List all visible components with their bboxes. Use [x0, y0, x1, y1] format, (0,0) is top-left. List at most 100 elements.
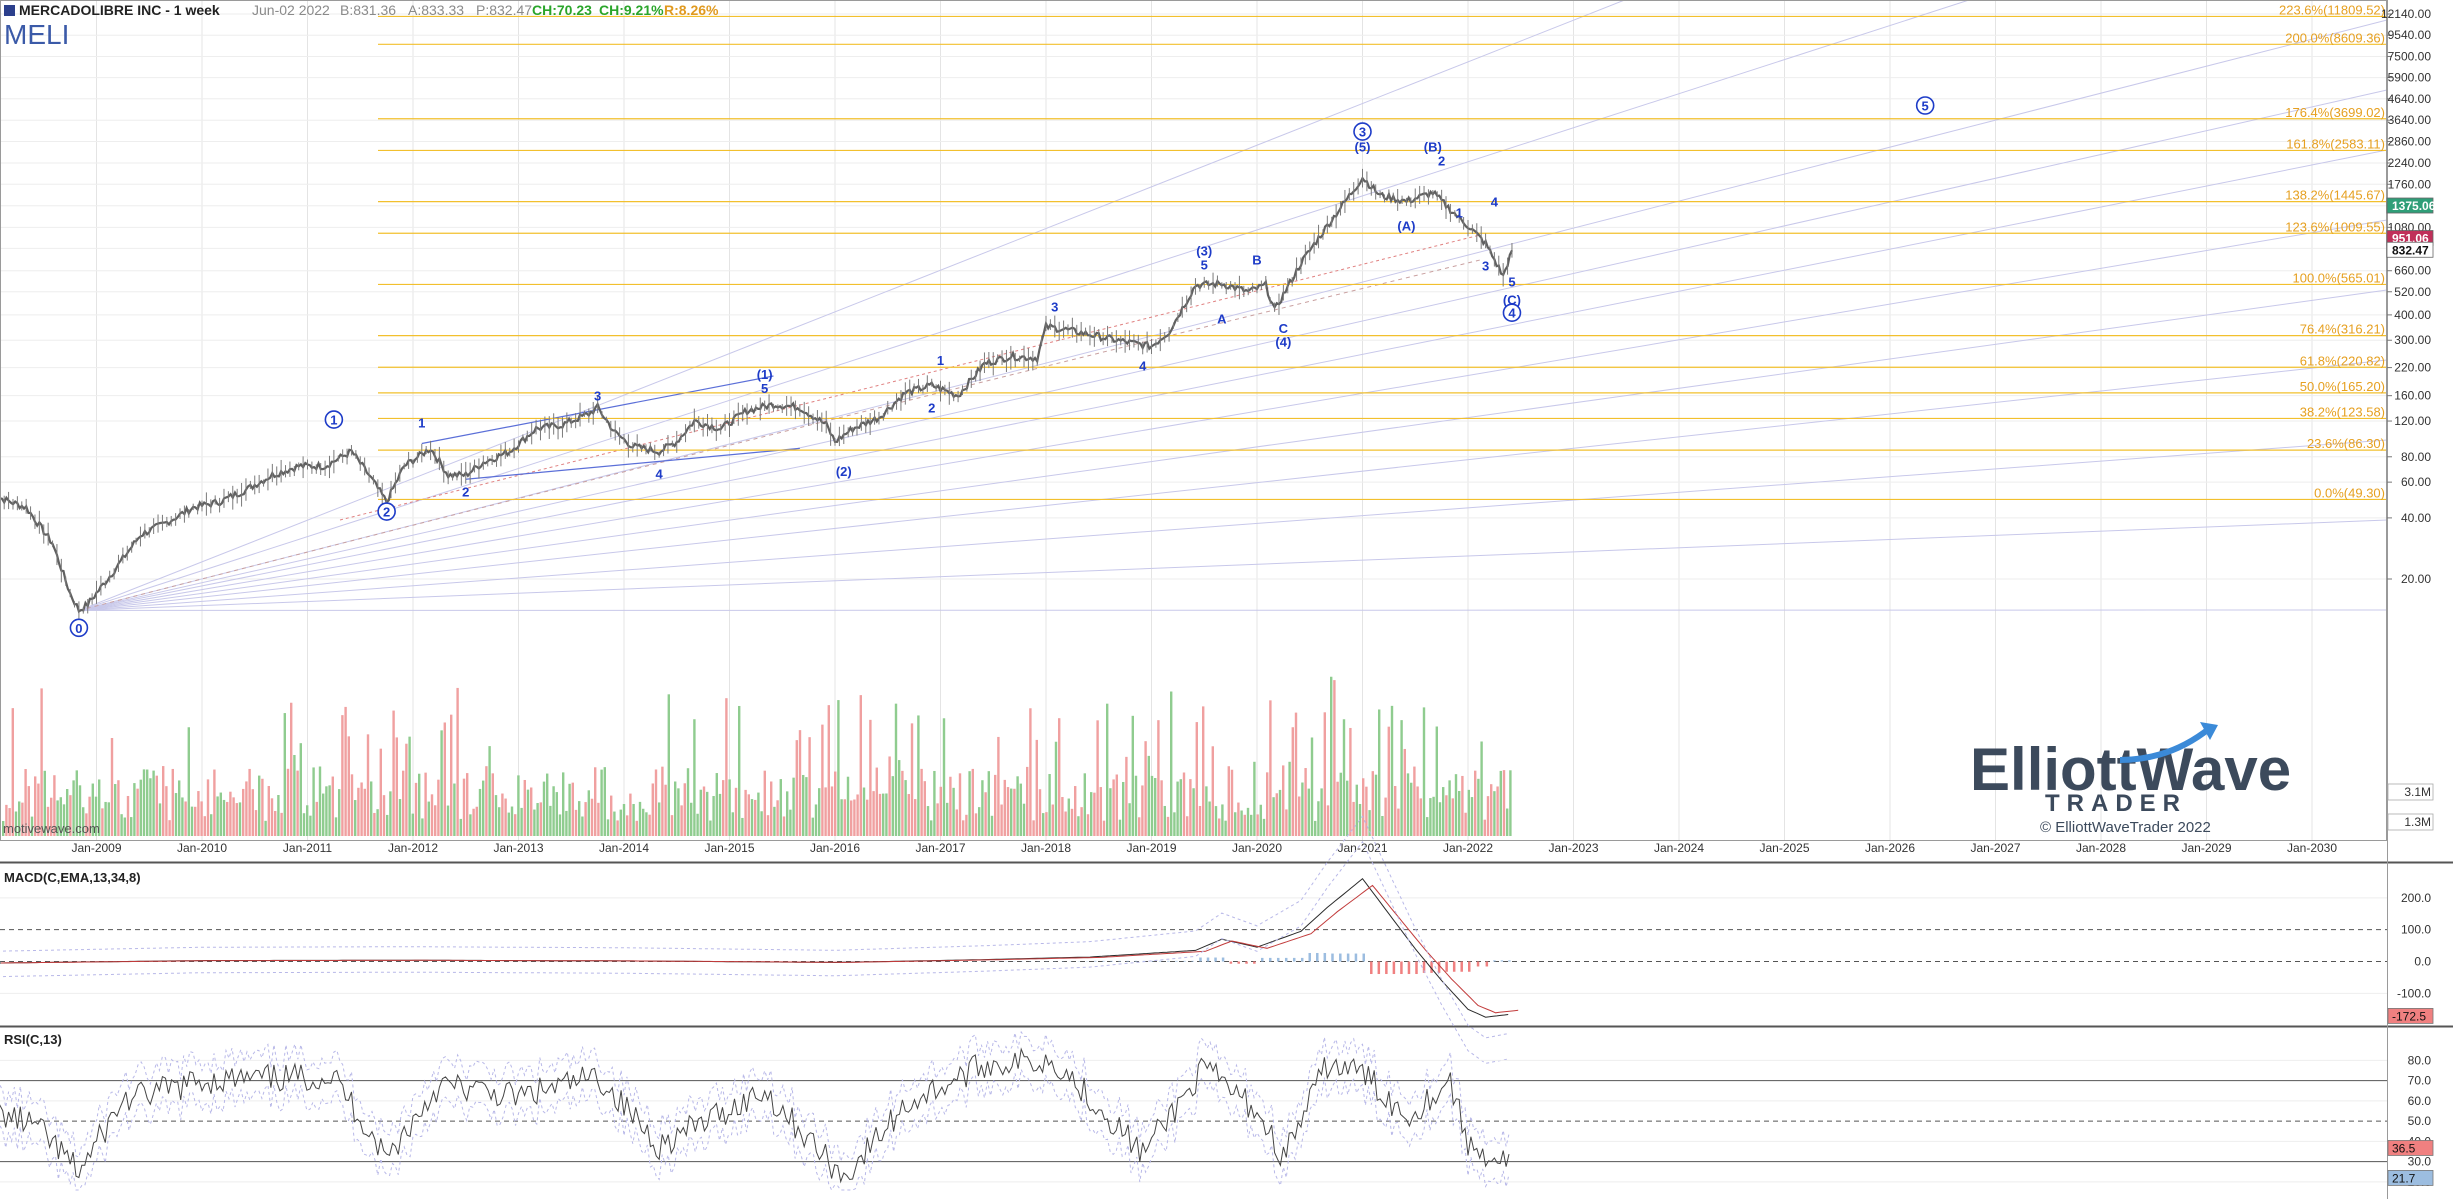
volume-bar: [645, 812, 647, 836]
volume-bar: [1173, 812, 1175, 836]
volume-bar: [927, 806, 929, 836]
volume-bar: [952, 788, 954, 836]
volume-bar: [1144, 741, 1146, 836]
volume-bar: [504, 799, 506, 836]
volume-bar: [1074, 786, 1076, 836]
volume-bar: [127, 796, 129, 836]
volume-bar: [732, 812, 734, 836]
volume-bar: [1061, 797, 1063, 836]
wave-label: A: [1217, 311, 1227, 326]
volume-bar: [194, 807, 196, 836]
macd-histogram-bar: [1293, 958, 1296, 962]
volume-bar: [626, 815, 628, 836]
wave-label: (4): [1275, 335, 1291, 350]
volume-bar: [648, 815, 650, 836]
volume-bar: [1282, 765, 1284, 836]
y-tick-label: 7500.00: [2388, 49, 2432, 63]
volume-bar: [1103, 821, 1105, 836]
volume-bar: [1240, 810, 1242, 836]
volume-bar: [1301, 783, 1303, 836]
volume-bar: [1058, 718, 1060, 836]
volume-bar: [197, 791, 199, 836]
volume-bar: [924, 781, 926, 836]
volume-bar: [392, 711, 394, 836]
fib-level-label: 161.8%(2583.11): [2286, 136, 2385, 151]
volume-bar: [277, 795, 279, 836]
volume-bar: [597, 803, 599, 836]
wave-label: 2: [1438, 154, 1445, 169]
volume-tick-label: 3.1M: [2404, 785, 2431, 799]
volume-bar: [543, 782, 545, 836]
y-tick-label: 80.00: [2401, 450, 2431, 464]
volume-bar: [530, 787, 532, 836]
volume-bar: [946, 803, 948, 836]
volume-bar: [965, 815, 967, 836]
volume-bar: [1029, 708, 1031, 836]
volume-bar: [1109, 788, 1111, 836]
volume-bar: [639, 802, 641, 836]
macd-histogram-bar: [1207, 958, 1210, 962]
volume-bar: [968, 771, 970, 836]
volume-bar: [133, 783, 135, 836]
x-tick-label: Jan-2019: [1126, 841, 1176, 855]
volume-bar: [319, 766, 321, 836]
volume-bar: [1013, 789, 1015, 836]
volume-bar: [1423, 707, 1425, 836]
y-tick-label: 9540.00: [2388, 28, 2432, 42]
volume-bar: [735, 788, 737, 836]
volume-bar: [956, 809, 958, 836]
volume-bar: [792, 778, 794, 836]
volume-bar: [997, 737, 999, 836]
volume-bar: [1023, 804, 1025, 836]
volume-bar: [1330, 677, 1332, 836]
volume-bar: [229, 792, 231, 836]
y-tick-label: 400.00: [2394, 308, 2431, 322]
volume-bar: [1468, 790, 1470, 836]
volume-bar: [703, 786, 705, 836]
macd-histogram-bar: [1183, 961, 1186, 962]
volume-bar: [181, 797, 183, 836]
volume-bar: [168, 820, 170, 836]
volume-bar: [485, 766, 487, 836]
macd-histogram-bar: [1477, 962, 1480, 967]
volume-bar: [1036, 740, 1038, 836]
y-tick-label: 160.00: [2394, 389, 2431, 403]
volume-bar: [975, 813, 977, 836]
volume-bar: [876, 768, 878, 836]
macd-histogram-bar: [1331, 954, 1334, 962]
volume-bar: [620, 810, 622, 836]
volume-bar: [1221, 804, 1223, 836]
volume-bar: [613, 812, 615, 836]
volume-bar: [1336, 782, 1338, 836]
volume-bar: [1250, 815, 1252, 836]
volume-bar: [1327, 805, 1329, 836]
volume-bar: [389, 791, 391, 836]
wave-label: 5: [1922, 99, 1929, 114]
volume-bar: [716, 773, 718, 836]
volume-bar: [1253, 762, 1255, 836]
volume-bar: [1112, 779, 1114, 836]
macd-histogram-bar: [1355, 954, 1358, 962]
volume-bar: [568, 784, 570, 836]
volume-bar: [1442, 787, 1444, 836]
wave-label: (3): [1196, 244, 1212, 259]
volume-bar: [1128, 803, 1130, 836]
x-tick-label: Jan-2020: [1232, 841, 1282, 855]
volume-bar: [687, 768, 689, 836]
volume-bar: [258, 776, 260, 836]
fib-level-label: 23.6%(86.30): [2307, 436, 2385, 451]
volume-bar: [1295, 713, 1297, 836]
volume-bar: [866, 800, 868, 836]
macd-histogram-bar: [1253, 962, 1256, 964]
volume-bar: [508, 813, 510, 836]
volume-bar: [984, 792, 986, 836]
volume-bar: [1141, 785, 1143, 836]
volume-bar: [117, 780, 119, 836]
macd-histogram-bar: [1508, 960, 1511, 961]
volume-bar: [1375, 775, 1377, 836]
volume-bar: [796, 740, 798, 836]
header-range: R:8.26%: [664, 2, 719, 18]
volume-bar: [824, 787, 826, 836]
wave-label: 2: [462, 484, 469, 499]
wave-label: (2): [836, 464, 852, 479]
